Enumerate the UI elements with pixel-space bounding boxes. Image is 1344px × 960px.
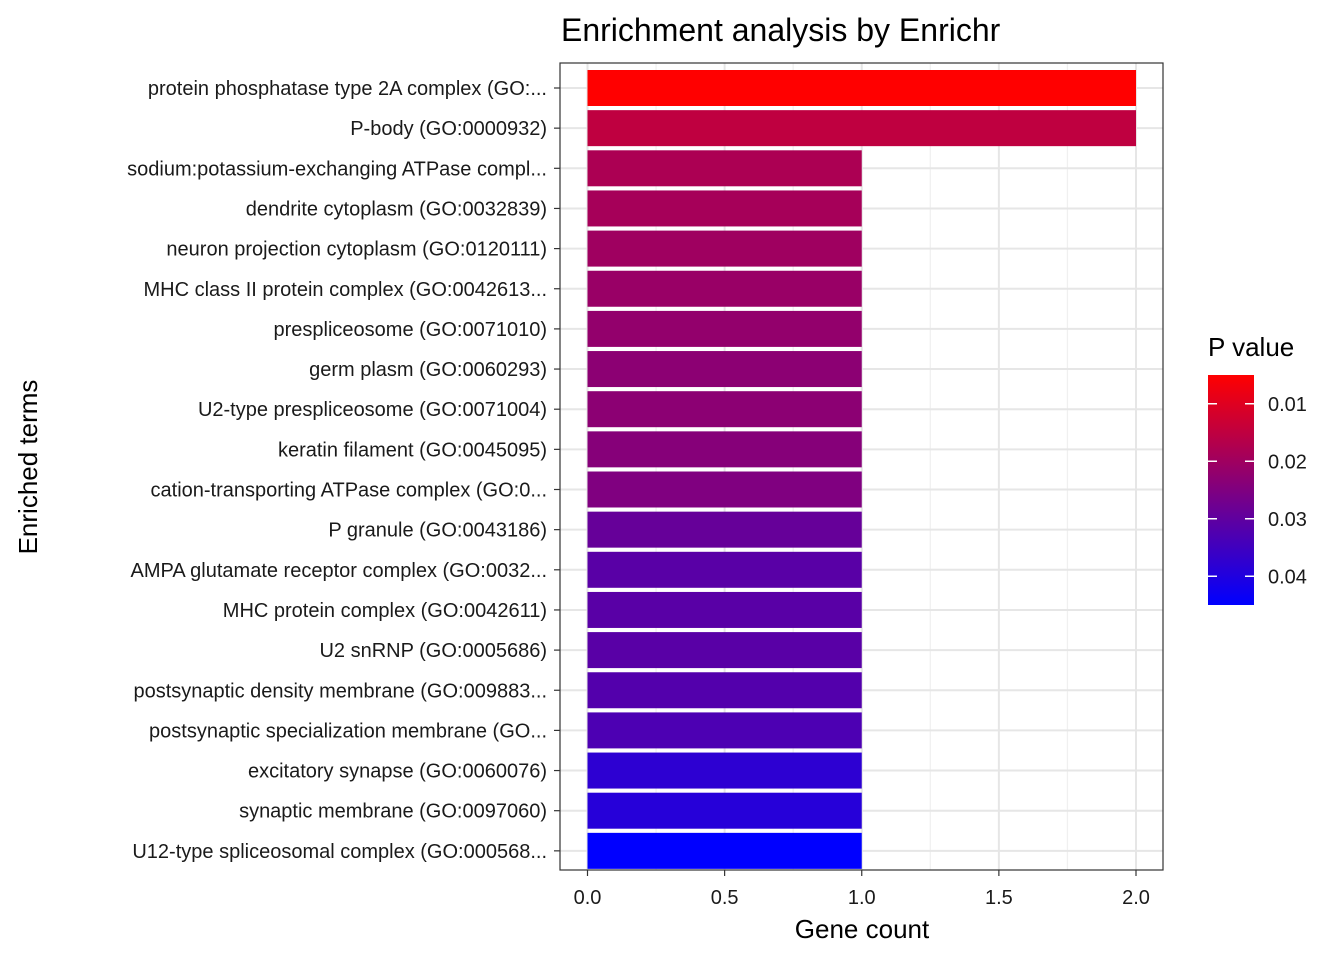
legend-ticks: 0.01 0.02 0.03 0.04 bbox=[1208, 394, 1307, 588]
y-tick-label: synaptic membrane (GO:0097060) bbox=[239, 801, 547, 823]
bar bbox=[587, 712, 862, 749]
bar bbox=[587, 351, 862, 388]
y-tick-label: U2-type prespliceosome (GO:0071004) bbox=[198, 399, 547, 421]
y-tick-label: postsynaptic density membrane (GO:009883… bbox=[133, 680, 547, 702]
bar bbox=[587, 431, 862, 468]
plot-panel bbox=[559, 62, 1164, 871]
legend-colorbar bbox=[1208, 375, 1254, 605]
x-tick-label: 1.0 bbox=[848, 887, 876, 909]
legend-tick-label: 0.04 bbox=[1268, 566, 1307, 588]
legend-tick-label: 0.03 bbox=[1268, 509, 1307, 531]
bar bbox=[587, 551, 862, 588]
y-tick-label: AMPA glutamate receptor complex (GO:0032… bbox=[131, 560, 547, 582]
legend-title: P value bbox=[1208, 332, 1294, 362]
x-tick-label: 1.5 bbox=[985, 887, 1013, 909]
y-axis: protein phosphatase type 2A complex (GO:… bbox=[127, 78, 560, 863]
y-tick-label: excitatory synapse (GO:0060076) bbox=[248, 761, 547, 783]
y-tick-label: germ plasm (GO:0060293) bbox=[309, 359, 547, 381]
y-tick-label: U2 snRNP (GO:0005686) bbox=[319, 640, 547, 662]
y-tick-label: neuron projection cytoplasm (GO:0120111) bbox=[166, 239, 547, 261]
x-tick-label: 0.5 bbox=[711, 887, 739, 909]
y-tick-label: MHC protein complex (GO:0042611) bbox=[223, 600, 547, 622]
legend-tick-label: 0.01 bbox=[1268, 394, 1307, 416]
bar bbox=[587, 471, 862, 508]
y-tick-label: sodium:potassium-exchanging ATPase compl… bbox=[127, 158, 547, 180]
bar bbox=[587, 190, 862, 227]
x-tick-label: 2.0 bbox=[1122, 887, 1150, 909]
x-tick-label: 0.0 bbox=[574, 887, 602, 909]
y-tick-label: postsynaptic specialization membrane (GO… bbox=[149, 720, 547, 742]
y-tick-label: prespliceosome (GO:0071010) bbox=[274, 319, 547, 341]
chart-title: Enrichment analysis by Enrichr bbox=[561, 12, 1001, 48]
bar bbox=[587, 391, 862, 428]
y-tick-label: U12-type spliceosomal complex (GO:000568… bbox=[132, 841, 547, 863]
bar bbox=[587, 270, 862, 307]
bar bbox=[587, 230, 862, 267]
y-tick-label: protein phosphatase type 2A complex (GO:… bbox=[148, 78, 547, 100]
y-tick-label: MHC class II protein complex (GO:0042613… bbox=[144, 279, 548, 301]
bar bbox=[587, 792, 862, 829]
y-tick-label: cation-transporting ATPase complex (GO:0… bbox=[151, 480, 547, 502]
y-tick-label: keratin filament (GO:0045095) bbox=[278, 439, 547, 461]
y-tick-label: P granule (GO:0043186) bbox=[328, 520, 547, 542]
bar bbox=[587, 752, 862, 789]
legend-tick-label: 0.02 bbox=[1268, 451, 1307, 473]
x-axis-title: Gene count bbox=[795, 914, 930, 944]
bar bbox=[587, 150, 862, 187]
y-tick-label: P-body (GO:0000932) bbox=[350, 118, 547, 140]
bar bbox=[587, 310, 862, 347]
bar bbox=[587, 832, 862, 869]
bar bbox=[587, 70, 1136, 106]
y-tick-label: dendrite cytoplasm (GO:0032839) bbox=[246, 198, 547, 220]
bars bbox=[587, 70, 1136, 869]
bar bbox=[587, 110, 1136, 147]
legend: P value 0.01 0.02 0.03 0.04 bbox=[1208, 332, 1307, 605]
bar bbox=[587, 672, 862, 709]
bar bbox=[587, 511, 862, 548]
bar bbox=[587, 591, 862, 628]
x-axis: 0.0 0.5 1.0 1.5 2.0 bbox=[574, 870, 1150, 909]
y-axis-title: Enriched terms bbox=[13, 380, 43, 555]
bar bbox=[587, 632, 862, 669]
